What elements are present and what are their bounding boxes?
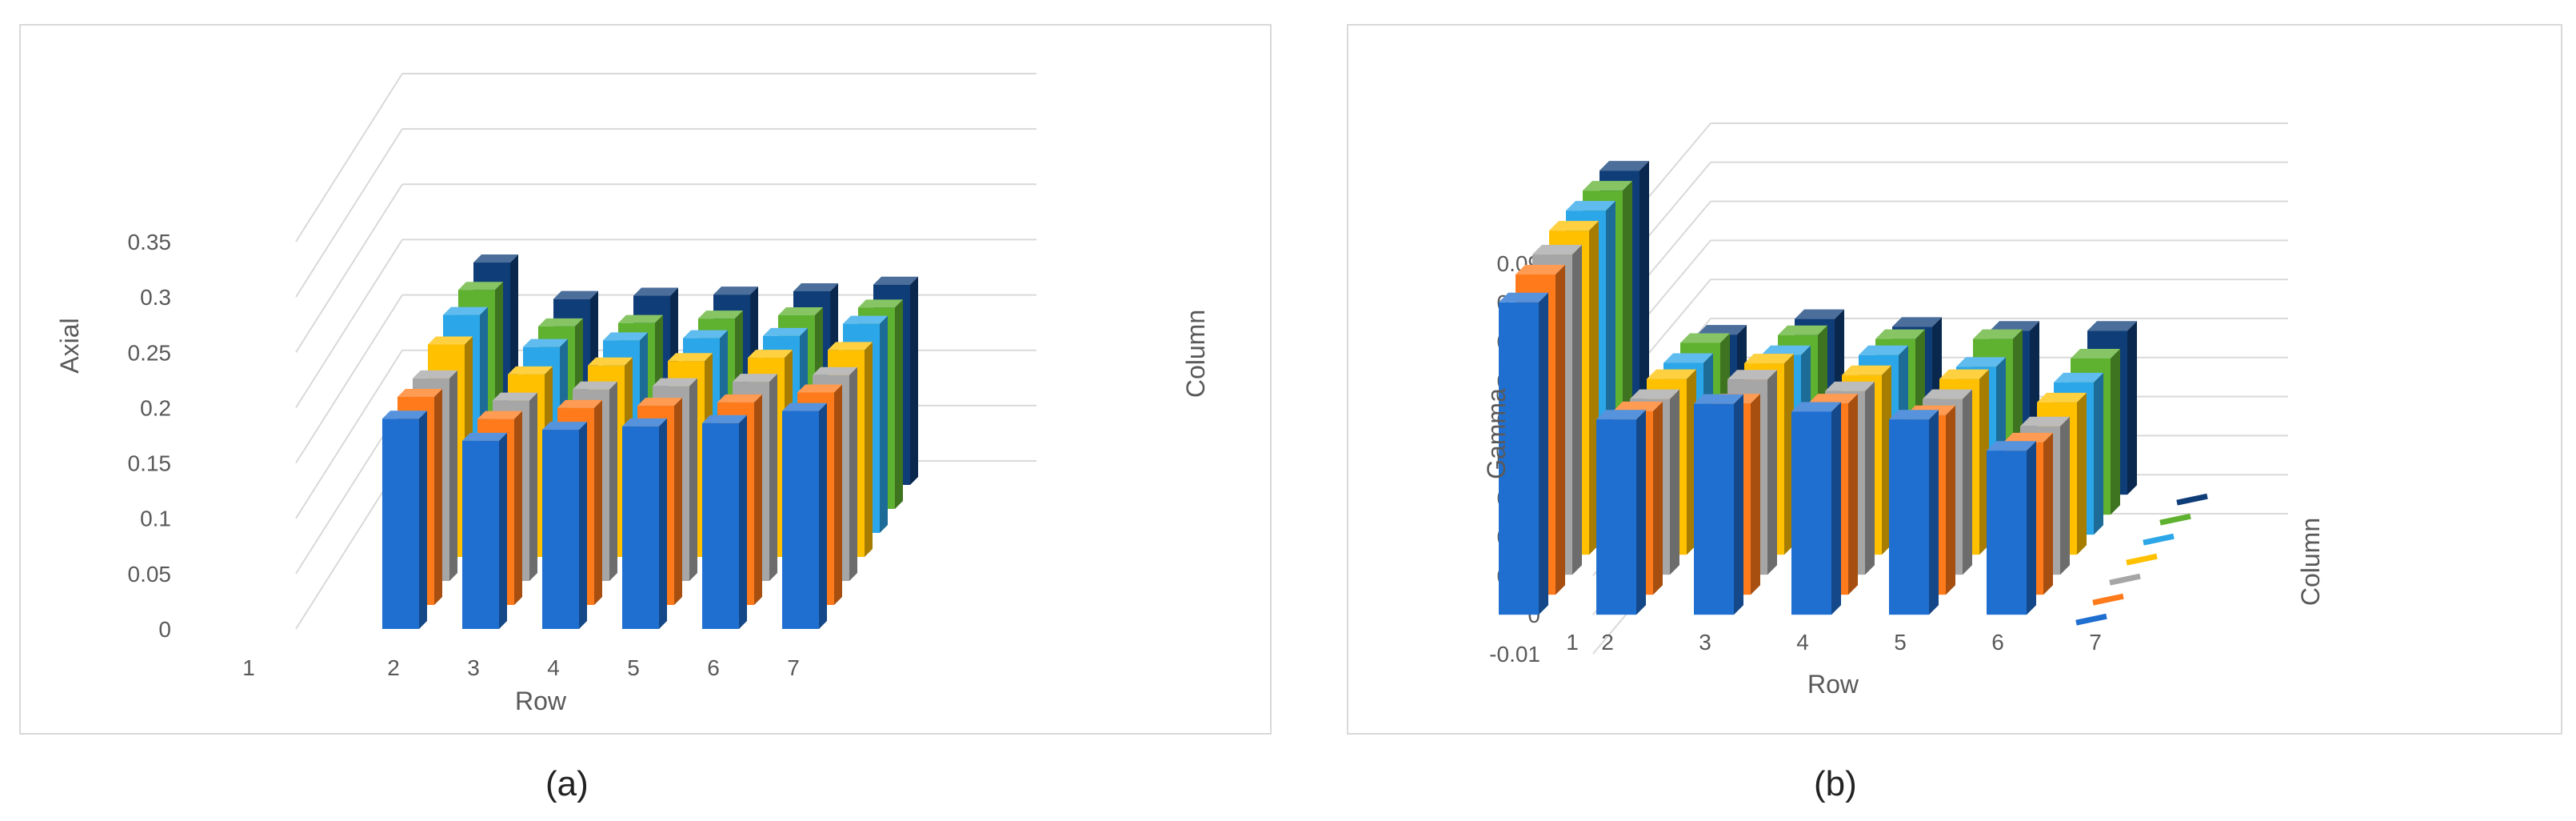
bar-series-1-row-2 [1596, 410, 1646, 615]
y-tick-label: 0 [158, 617, 171, 642]
bar-series-1-row-5 [622, 418, 667, 629]
bar-series-4-row-7-zero [2126, 553, 2158, 566]
gridline-diagonal [295, 238, 403, 408]
y-tick-label: 0.25 [128, 340, 172, 365]
bars [1499, 161, 2208, 626]
bar-series-1-row-7 [782, 402, 827, 629]
depth-axis-title: Column [1181, 310, 1210, 398]
bar-series-6-row-7-zero [2159, 513, 2191, 526]
bar-series-1-row-2 [382, 410, 427, 629]
y-tick-label: 0.1 [140, 507, 171, 531]
figure-caption-b: (b) [1814, 764, 1857, 803]
bars [382, 254, 918, 629]
x-tick-label: 2 [1601, 630, 1614, 655]
x-tick-label: 6 [1991, 630, 2004, 655]
x-tick-label: 7 [787, 655, 800, 680]
x-tick-label: 6 [707, 655, 720, 680]
y-tick-label: 0.35 [128, 230, 172, 254]
y-tick-label: 0.15 [128, 451, 172, 476]
y-tick-label: 0.05 [128, 562, 172, 587]
depth-axis-title: Column [2296, 518, 2325, 606]
gridline-diagonal [295, 294, 403, 464]
x-tick-label: 7 [2089, 630, 2102, 655]
bar-series-3-row-7-zero [2109, 573, 2141, 586]
chart-panel-gamma: -0.0100.010.020.030.040.050.060.070.080.… [1347, 24, 2562, 735]
gridline-diagonal [295, 128, 403, 298]
figure-caption-a: (a) [545, 764, 589, 803]
chart-svg-gamma: -0.0100.010.020.030.040.050.060.070.080.… [1482, 122, 2325, 699]
x-tick-label: 2 [387, 655, 400, 680]
bar-series-1-row-5 [1889, 410, 1939, 615]
x-tick-label: 1 [242, 655, 255, 680]
y-axis-title: Gamma [1482, 388, 1511, 479]
bar-series-1-row-6 [702, 415, 747, 629]
x-tick-label: 5 [627, 655, 640, 680]
gridline-diagonal [295, 350, 403, 519]
x-tick-label: 4 [1796, 630, 1809, 655]
y-tick-label: 0.3 [140, 285, 171, 310]
chart-panel-axial: 0 0.05 0.1 0.15 0.2 0.25 0.3 0.35 1 2 3 4 5 6 7 Row Axia… [19, 24, 1272, 735]
y-tick-label: -0.01 [1489, 642, 1540, 667]
x-tick-label: 3 [1699, 630, 1711, 655]
x-tick-label: 1 [1566, 630, 1579, 655]
chart-svg-axial: 0 0.05 0.1 0.15 0.2 0.25 0.3 0.35 1 2 3 4 5 6 7 Row Axia… [55, 73, 1210, 715]
bar-series-1-row-3 [1694, 394, 1743, 615]
bar-series-1-row-4 [542, 422, 587, 629]
bar-series-2-row-7-zero [2092, 593, 2124, 606]
bar-series-7-row-7-zero [2176, 493, 2208, 506]
x-axis-title: Row [1807, 670, 1859, 699]
bar-series-1-row-1 [1499, 292, 1548, 615]
bar-series-1-row-3 [462, 432, 507, 629]
bar-series-1-row-6 [1987, 441, 2036, 615]
x-tick-label: 5 [1894, 630, 1907, 655]
x-tick-label: 3 [467, 655, 480, 680]
x-axis-title: Row [515, 687, 567, 715]
x-tick-label: 4 [547, 655, 560, 680]
y-axis-title: Axial [55, 318, 84, 373]
bar-series-1-row-7-zero [2075, 613, 2107, 626]
y-tick-label: 0.2 [140, 395, 171, 420]
gridline-diagonal [295, 73, 403, 242]
bar-series-5-row-7-zero [2143, 533, 2175, 546]
bar-series-1-row-4 [1791, 402, 1841, 615]
gridline-diagonal [295, 183, 403, 353]
